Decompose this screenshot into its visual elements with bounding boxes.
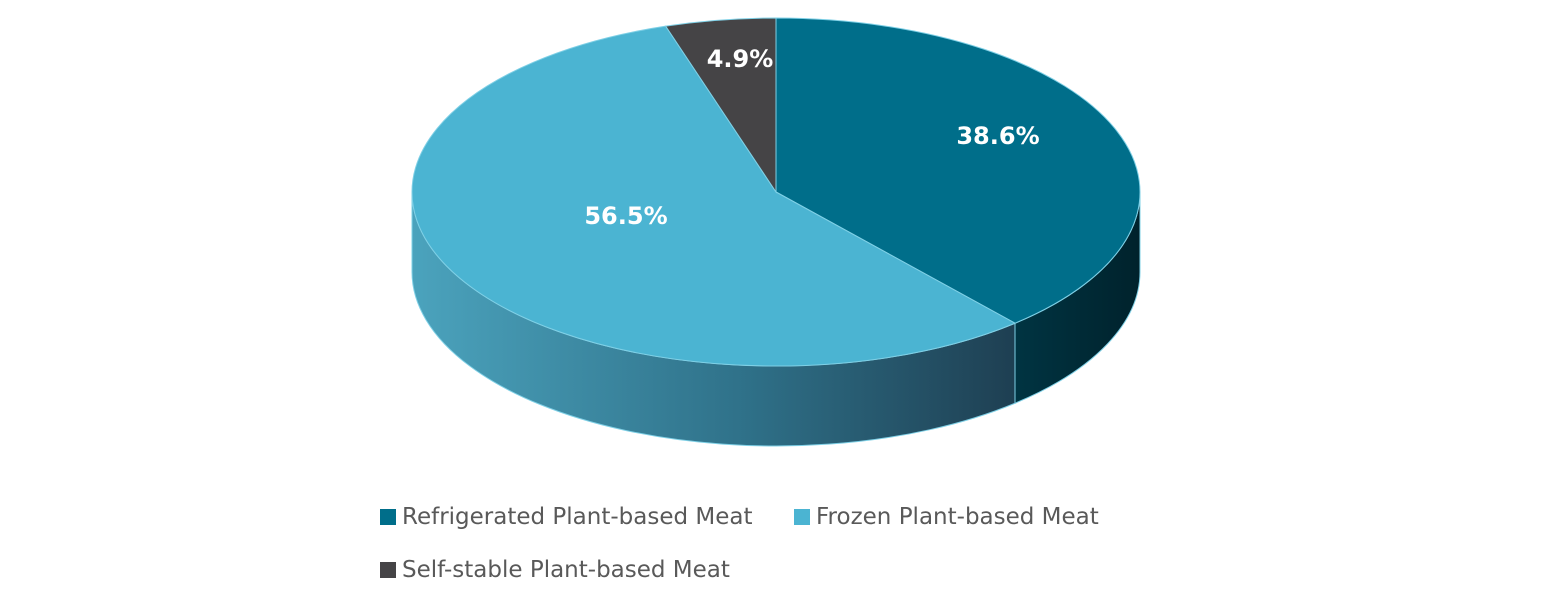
legend-swatch-frozen [794,509,810,525]
legend-label-frozen: Frozen Plant-based Meat [816,504,1099,530]
data-label-frozen: 56.5% [584,202,667,230]
pie-slice-refrigerated [775,17,1141,324]
data-label-self-stable: 4.9% [707,45,774,73]
pie-slice-self-stable [664,17,777,194]
legend-label-self-stable: Self-stable Plant-based Meat [402,557,730,583]
legend-item-refrigerated: Refrigerated Plant-based Meat [380,504,753,530]
legend-label-refrigerated: Refrigerated Plant-based Meat [402,504,753,530]
pie-slice-frozen [411,25,1017,367]
pie-labels: 38.6% 56.5% 4.9% [584,45,1039,230]
legend-item-self-stable: Self-stable Plant-based Meat [380,557,730,583]
legend-swatch-self-stable [380,562,396,578]
data-label-refrigerated: 38.6% [956,122,1039,150]
legend-item-frozen: Frozen Plant-based Meat [794,504,1099,530]
pie-tops [411,17,1141,367]
legend-swatch-refrigerated [380,509,396,525]
